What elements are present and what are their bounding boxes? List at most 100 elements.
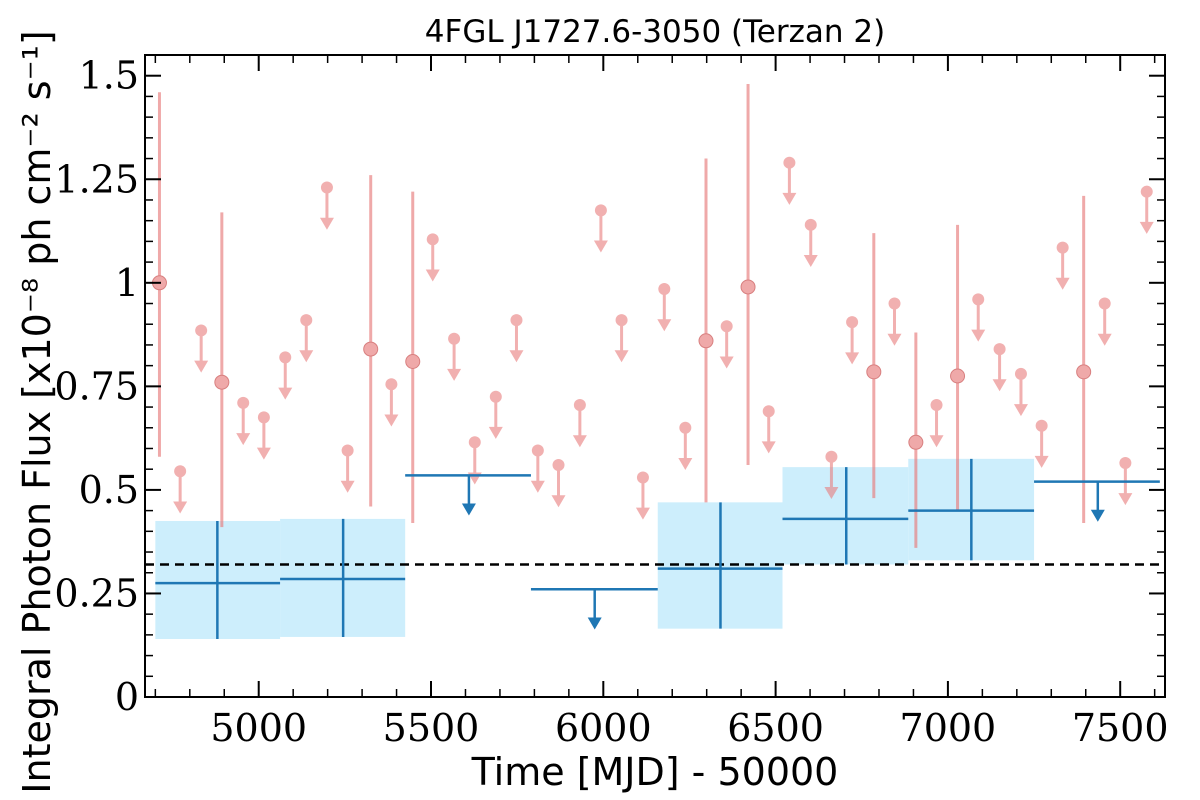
short-upper-limit-marker-21: [679, 421, 692, 434]
long-upper-limit-arrow-0: [461, 503, 476, 516]
short-upper-limit-arrow-9: [425, 269, 440, 282]
axes-frame: [144, 54, 1166, 698]
short-detection-5: [740, 83, 756, 466]
short-upper-limit-marker-15: [552, 459, 565, 472]
short-upper-limit-marker-7: [341, 444, 354, 457]
short-upper-limit-arrow-21: [678, 457, 693, 470]
x-tick-label-2: 6000: [555, 706, 652, 750]
short-upper-limit-32: [1013, 367, 1028, 417]
short-upper-limit-16: [572, 398, 587, 448]
short-upper-limit-marker-2: [237, 396, 250, 409]
short-upper-limit-arrow-8: [384, 414, 399, 427]
short-upper-limit-arrow-30: [971, 329, 986, 342]
short-detection-3: [405, 191, 421, 524]
x-tick-label-0: 5000: [210, 706, 307, 750]
short-upper-limit-18: [614, 314, 629, 363]
x-tick-label-3: 6500: [727, 706, 824, 750]
short-detection-9: [1076, 195, 1092, 524]
short-upper-limit-arrow-19: [635, 507, 650, 520]
short-upper-limit-marker-23: [762, 405, 775, 418]
short-upper-limit-9: [425, 233, 440, 282]
short-upper-limit-arrow-34: [1055, 277, 1070, 290]
x-tick-labels: 5000 5500 6000 6500 7000 7500: [210, 706, 1168, 750]
chart-title: 4FGL J1727.6-3050 (Terzan 2): [425, 14, 885, 50]
short-upper-limit-arrow-31: [992, 379, 1007, 392]
y-tick-label-5: 1.25: [54, 157, 139, 201]
short-upper-limit-arrow-3: [256, 447, 271, 460]
short-upper-limit-34: [1055, 241, 1070, 290]
short-upper-limit-25: [803, 218, 818, 268]
short-upper-limit-arrow-16: [572, 435, 587, 448]
short-upper-limit-marker-26: [825, 450, 838, 463]
short-detection-marker-4: [698, 333, 714, 349]
short-upper-limit-23: [761, 405, 776, 454]
short-upper-limit-14: [530, 444, 545, 493]
y-tick-label-2: 0.5: [79, 468, 139, 512]
short-upper-limit-marker-36: [1119, 456, 1132, 469]
short-upper-limit-15: [551, 459, 566, 508]
short-upper-limit-19: [635, 471, 650, 520]
short-detection-marker-6: [866, 364, 882, 380]
short-upper-limit-arrow-29: [929, 435, 944, 448]
short-upper-limit-arrow-25: [803, 255, 818, 268]
x-tick-label-1: 5500: [383, 706, 480, 750]
short-upper-limit-marker-22: [720, 320, 733, 333]
short-upper-limit-arrow-6: [319, 217, 334, 230]
long-upper-limit-arrow-1: [587, 617, 602, 630]
short-detection-marker-8: [950, 368, 966, 384]
long-bin-series: [155, 458, 1160, 640]
short-upper-limit-marker-0: [174, 465, 187, 478]
short-upper-limit-10: [447, 332, 462, 381]
short-upper-limit-arrow-22: [719, 356, 734, 369]
short-bin-series: [151, 83, 1154, 548]
y-tick-label-3: 0.75: [54, 364, 139, 408]
short-upper-limit-3: [256, 411, 271, 460]
short-upper-limit-arrow-26: [824, 486, 839, 499]
short-upper-limit-marker-30: [972, 293, 985, 306]
short-detection-8: [950, 224, 966, 511]
short-upper-limit-marker-13: [510, 314, 523, 327]
short-upper-limit-arrow-28: [887, 333, 902, 346]
short-upper-limit-6: [319, 181, 334, 230]
short-detection-marker-7: [908, 434, 924, 450]
short-detection-marker-2: [363, 341, 379, 357]
short-upper-limit-marker-1: [195, 324, 208, 337]
short-upper-limit-arrow-32: [1013, 404, 1028, 417]
x-axis-label: Time [MJD] - 50000: [471, 750, 839, 794]
short-upper-limit-29: [929, 398, 944, 448]
short-upper-limit-28: [887, 297, 902, 346]
short-upper-limit-marker-24: [783, 156, 796, 169]
short-upper-limit-marker-27: [846, 316, 859, 329]
short-upper-limit-31: [992, 343, 1007, 392]
short-upper-limit-arrow-0: [173, 501, 188, 514]
short-detection-marker-9: [1076, 364, 1092, 380]
short-upper-limit-17: [593, 204, 608, 253]
short-upper-limit-21: [678, 421, 693, 470]
y-axis-label: Integral Photon Flux [x10⁻⁸ ph cm⁻² s⁻¹]: [15, 30, 59, 793]
short-upper-limit-37: [1139, 185, 1154, 234]
short-upper-limit-arrow-27: [845, 352, 860, 365]
long-upper-limit-arrow-2: [1090, 509, 1105, 522]
short-upper-limit-marker-18: [615, 314, 628, 327]
short-upper-limit-13: [509, 314, 524, 363]
short-upper-limit-marker-12: [489, 390, 502, 403]
short-upper-limit-36: [1118, 456, 1133, 506]
short-upper-limit-marker-16: [573, 398, 586, 411]
short-upper-limit-marker-17: [594, 204, 607, 217]
short-upper-limit-marker-4: [279, 351, 292, 364]
short-upper-limit-marker-37: [1140, 185, 1153, 198]
short-upper-limit-marker-5: [300, 314, 313, 327]
short-upper-limit-marker-19: [636, 471, 649, 484]
x-tick-label-5: 7500: [1072, 706, 1169, 750]
short-upper-limit-12: [488, 390, 503, 439]
short-upper-limit-marker-20: [658, 283, 671, 296]
short-upper-limit-marker-10: [448, 332, 461, 345]
short-upper-limit-marker-32: [1014, 367, 1027, 380]
y-tick-label-6: 1.5: [79, 54, 139, 98]
short-upper-limit-arrow-4: [278, 387, 293, 400]
short-upper-limit-marker-35: [1098, 297, 1111, 310]
short-upper-limit-24: [782, 156, 797, 205]
short-detection-marker-1: [214, 374, 230, 390]
short-upper-limit-arrow-17: [593, 240, 608, 253]
